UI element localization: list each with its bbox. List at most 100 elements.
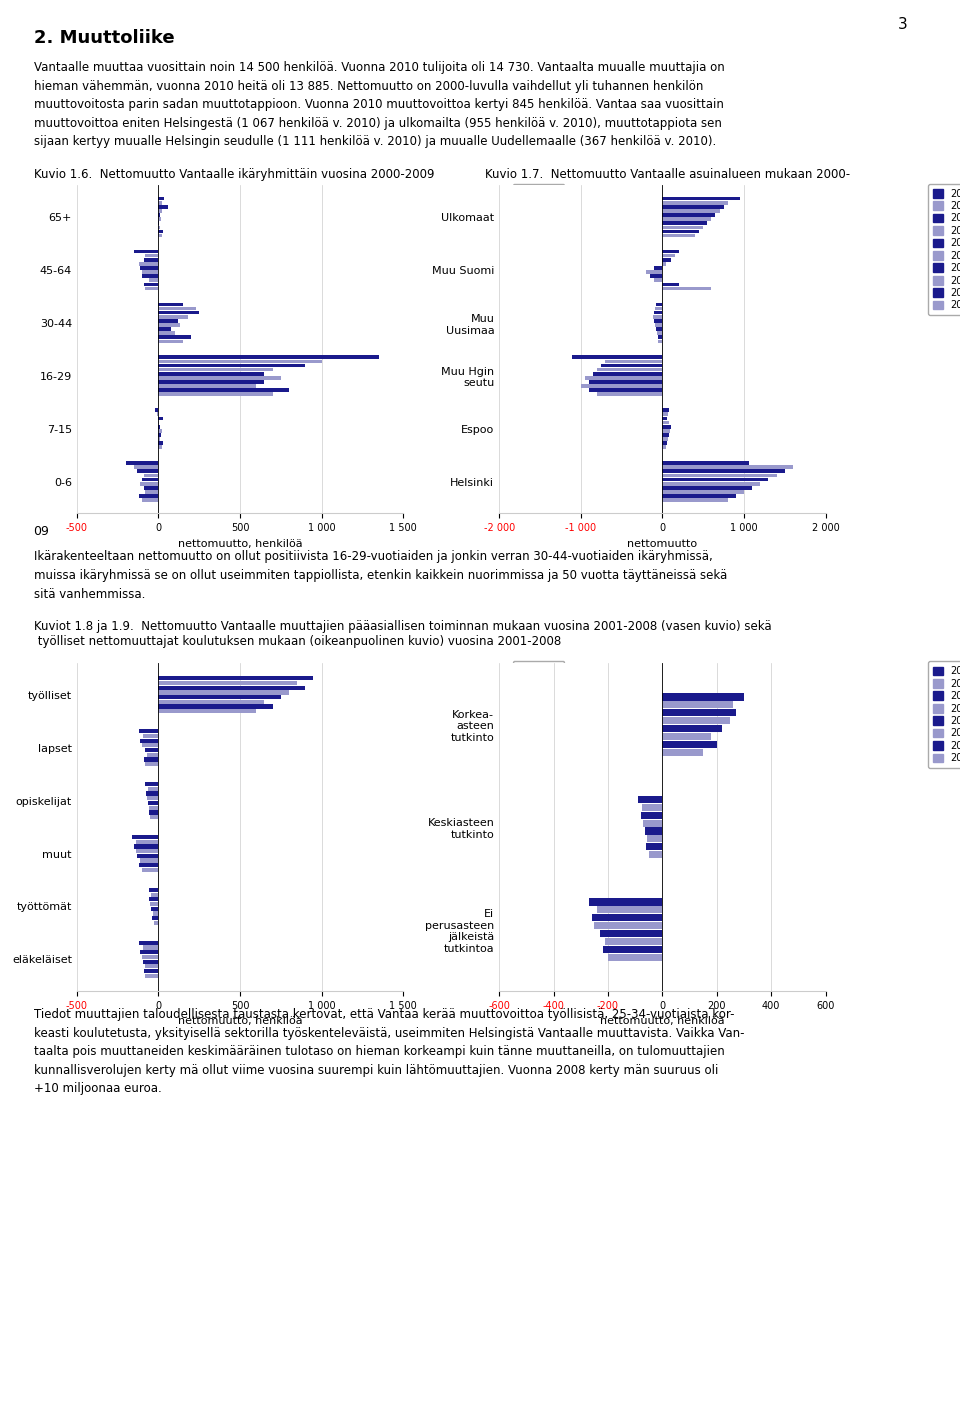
Bar [662, 217, 711, 221]
Bar [662, 461, 750, 465]
Bar [139, 262, 158, 265]
Bar [662, 214, 715, 217]
Bar [142, 478, 158, 482]
Bar [150, 806, 158, 810]
Bar [142, 270, 158, 274]
Bar [158, 694, 280, 699]
Bar [158, 217, 161, 221]
Bar [158, 327, 172, 331]
Bar [158, 686, 305, 690]
Bar [601, 364, 662, 368]
Bar [142, 868, 158, 873]
Bar [158, 214, 159, 217]
Bar [148, 801, 158, 806]
Bar [142, 955, 158, 960]
Text: 09: 09 [34, 525, 50, 538]
Bar [600, 930, 662, 937]
Bar [158, 324, 180, 327]
Bar [662, 498, 728, 502]
Bar [662, 473, 777, 478]
Bar [662, 724, 722, 732]
Bar [147, 753, 158, 757]
Bar [151, 893, 158, 897]
Legend: 2009, 2008, 2007, 2006, 2005, 2004, 2003, 2002, 2001, 2000: 2009, 2008, 2007, 2006, 2005, 2004, 2003… [928, 184, 960, 315]
Bar [158, 234, 161, 238]
Bar [662, 434, 669, 436]
Bar [662, 262, 666, 265]
Bar [145, 761, 158, 766]
Bar [126, 461, 158, 465]
Bar [158, 709, 256, 713]
Bar [158, 201, 162, 204]
Bar [662, 482, 760, 485]
Bar [150, 903, 158, 906]
Text: muissa ikäryhmissä se on ollut useimmiten tappiollista, etenkin kaikkein nuorimm: muissa ikäryhmissä se on ollut useimmite… [34, 569, 727, 582]
Bar [150, 816, 158, 819]
Text: Tiedot muuttajien taloudellisesta taustasta kertovat, että Vantaa kerää muuttovo: Tiedot muuttajien taloudellisesta tausta… [34, 1008, 734, 1021]
Bar [662, 469, 785, 473]
Bar [647, 836, 662, 843]
Bar [154, 921, 158, 925]
Bar [156, 408, 158, 412]
Bar [144, 757, 158, 761]
Bar [650, 274, 662, 278]
Bar [158, 700, 265, 704]
Bar [158, 376, 280, 379]
Text: 2. Muuttoliike: 2. Muuttoliike [34, 29, 174, 47]
Bar [158, 425, 160, 429]
Bar [662, 429, 670, 432]
Bar [145, 749, 158, 752]
Legend: 2009, 2008, 2007, 2006, 2005, 2004, 2003, 2002, 2001, 2000: 2009, 2008, 2007, 2006, 2005, 2004, 2003… [513, 184, 564, 315]
Bar [140, 267, 158, 270]
Text: muuttovoitosta parin sadan muuttotappioon. Vuonna 2010 muuttovoittoa kertyi 845 : muuttovoitosta parin sadan muuttotappioo… [34, 98, 724, 111]
Bar [158, 445, 161, 449]
Bar [646, 270, 662, 274]
Bar [140, 739, 158, 743]
Bar [656, 302, 662, 307]
Bar [158, 339, 182, 344]
Bar [140, 858, 158, 863]
Text: Ikärakenteeltaan nettomuutto on ollut positiivista 16-29-vuotiaiden ja jonkin ve: Ikärakenteeltaan nettomuutto on ollut po… [34, 550, 712, 563]
Bar [135, 848, 158, 853]
Bar [158, 210, 162, 212]
Bar [137, 469, 158, 473]
Bar [158, 355, 378, 359]
Bar [139, 495, 158, 498]
Bar [158, 225, 160, 230]
Bar [662, 491, 744, 493]
Bar [655, 307, 662, 311]
Bar [662, 733, 711, 740]
Bar [144, 486, 158, 489]
Bar [139, 729, 158, 733]
Bar [662, 702, 733, 709]
X-axis label: nettomuutto, henkilöä: nettomuutto, henkilöä [178, 1017, 302, 1027]
Bar [662, 445, 666, 449]
Bar [597, 368, 662, 372]
Bar [147, 796, 158, 800]
Bar [662, 740, 717, 747]
Bar [143, 960, 158, 964]
Bar [662, 210, 720, 212]
Bar [151, 907, 158, 911]
Bar [144, 282, 158, 287]
Bar [158, 372, 265, 375]
Bar [146, 791, 158, 796]
Bar [662, 416, 667, 421]
Bar [642, 804, 662, 811]
Bar [149, 888, 158, 893]
Legend: 2008, 2007, 2006, 2005, 2004, 2003, 2002, 2001: 2008, 2007, 2006, 2005, 2004, 2003, 2002… [928, 662, 960, 769]
Bar [158, 359, 322, 364]
Bar [158, 690, 289, 694]
Bar [158, 230, 163, 234]
Bar [603, 945, 662, 953]
Text: Kuvio 1.6.  Nettomuutto Vantaalle ikäryhmittäin vuosina 2000-2009: Kuvio 1.6. Nettomuutto Vantaalle ikäryhm… [34, 168, 434, 181]
Bar [158, 429, 161, 432]
Bar [643, 820, 662, 827]
Bar [158, 311, 200, 315]
Bar [145, 781, 158, 786]
Bar [152, 915, 158, 920]
Bar [662, 282, 679, 287]
Bar [597, 907, 662, 914]
Bar [662, 234, 695, 238]
Text: kunnallisverolujen kerty mä ollut viime vuosina suurempi kuin lähtömuuttajien. V: kunnallisverolujen kerty mä ollut viime … [34, 1064, 718, 1077]
